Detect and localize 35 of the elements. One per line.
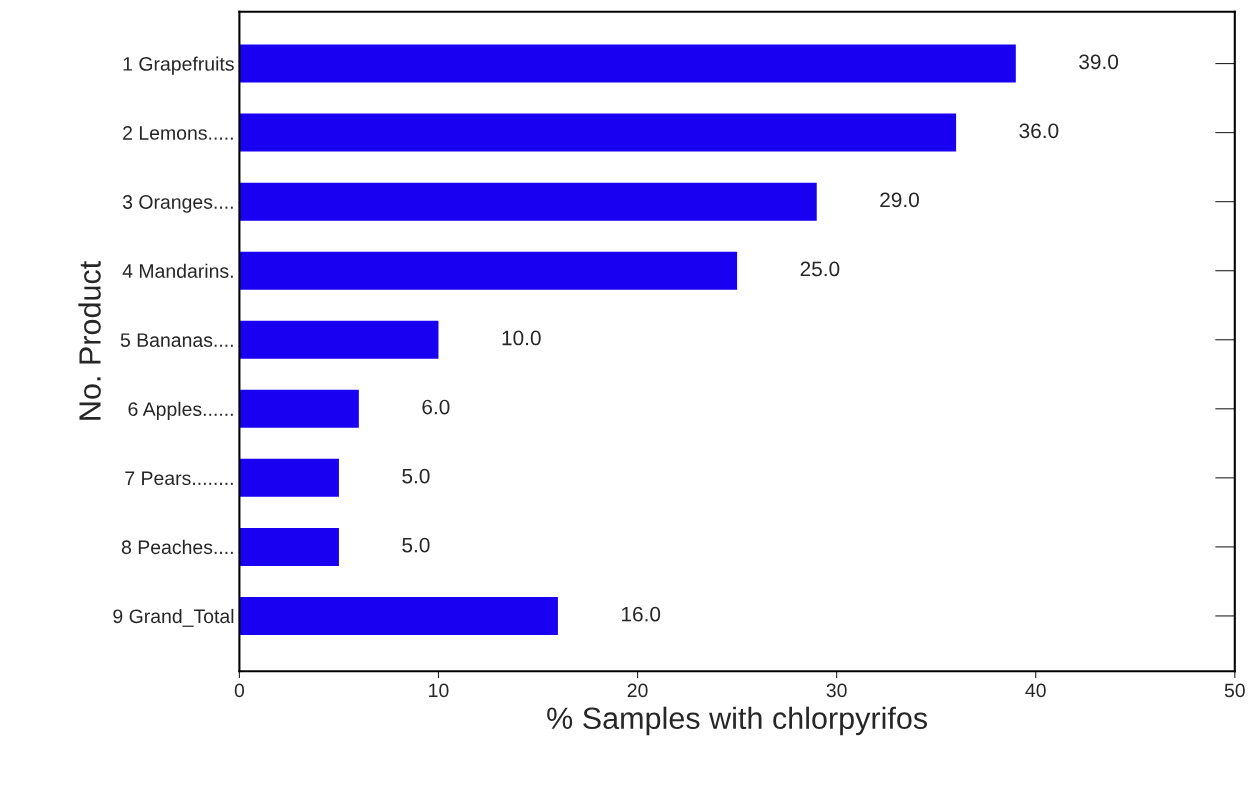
data-label: 39.0 <box>1079 54 1119 70</box>
y-tick-label: 9 Grand_Total <box>113 608 234 627</box>
bar <box>239 182 817 221</box>
bar <box>239 320 439 359</box>
bar <box>239 113 957 152</box>
data-label: 6.0 <box>422 399 450 415</box>
data-label: 25.0 <box>800 261 840 277</box>
y-tick-label: 5 Bananas.... <box>120 333 233 347</box>
bar <box>239 389 359 428</box>
y-tick-label: 2 Lemons..... <box>123 126 233 140</box>
x-tick-label: 50 <box>1224 683 1245 698</box>
bar <box>239 596 558 635</box>
y-tick-label: 4 Mandarins. <box>122 263 233 278</box>
data-label: 36.0 <box>1019 123 1059 139</box>
y-tick-label: 3 Oranges.... <box>122 195 233 213</box>
x-tick-label: 40 <box>1025 683 1046 698</box>
y-axis-title: No. Product <box>78 261 101 420</box>
y-tick-label: 6 Apples...... <box>128 401 233 420</box>
data-label: 29.0 <box>880 192 919 208</box>
x-tick-label: 10 <box>429 683 449 698</box>
data-label: 5.0 <box>402 468 430 484</box>
bar <box>239 527 339 566</box>
data-label: 10.0 <box>502 330 541 346</box>
bar <box>239 44 1016 83</box>
bar <box>239 251 738 290</box>
data-label: 16.0 <box>622 606 661 622</box>
data-label: 5.0 <box>402 537 430 553</box>
y-tick-label: 1 Grapefruits <box>123 56 234 75</box>
x-tick-label: 0 <box>234 683 245 698</box>
x-tick-label: 20 <box>627 683 648 698</box>
x-axis-title: % Samples with chlorpyrifos <box>547 706 928 736</box>
x-tick-label: 30 <box>826 683 847 698</box>
y-tick-label: 8 Peaches.... <box>121 539 233 555</box>
y-tick-label: 7 Pears........ <box>125 471 233 486</box>
bar <box>239 458 339 497</box>
